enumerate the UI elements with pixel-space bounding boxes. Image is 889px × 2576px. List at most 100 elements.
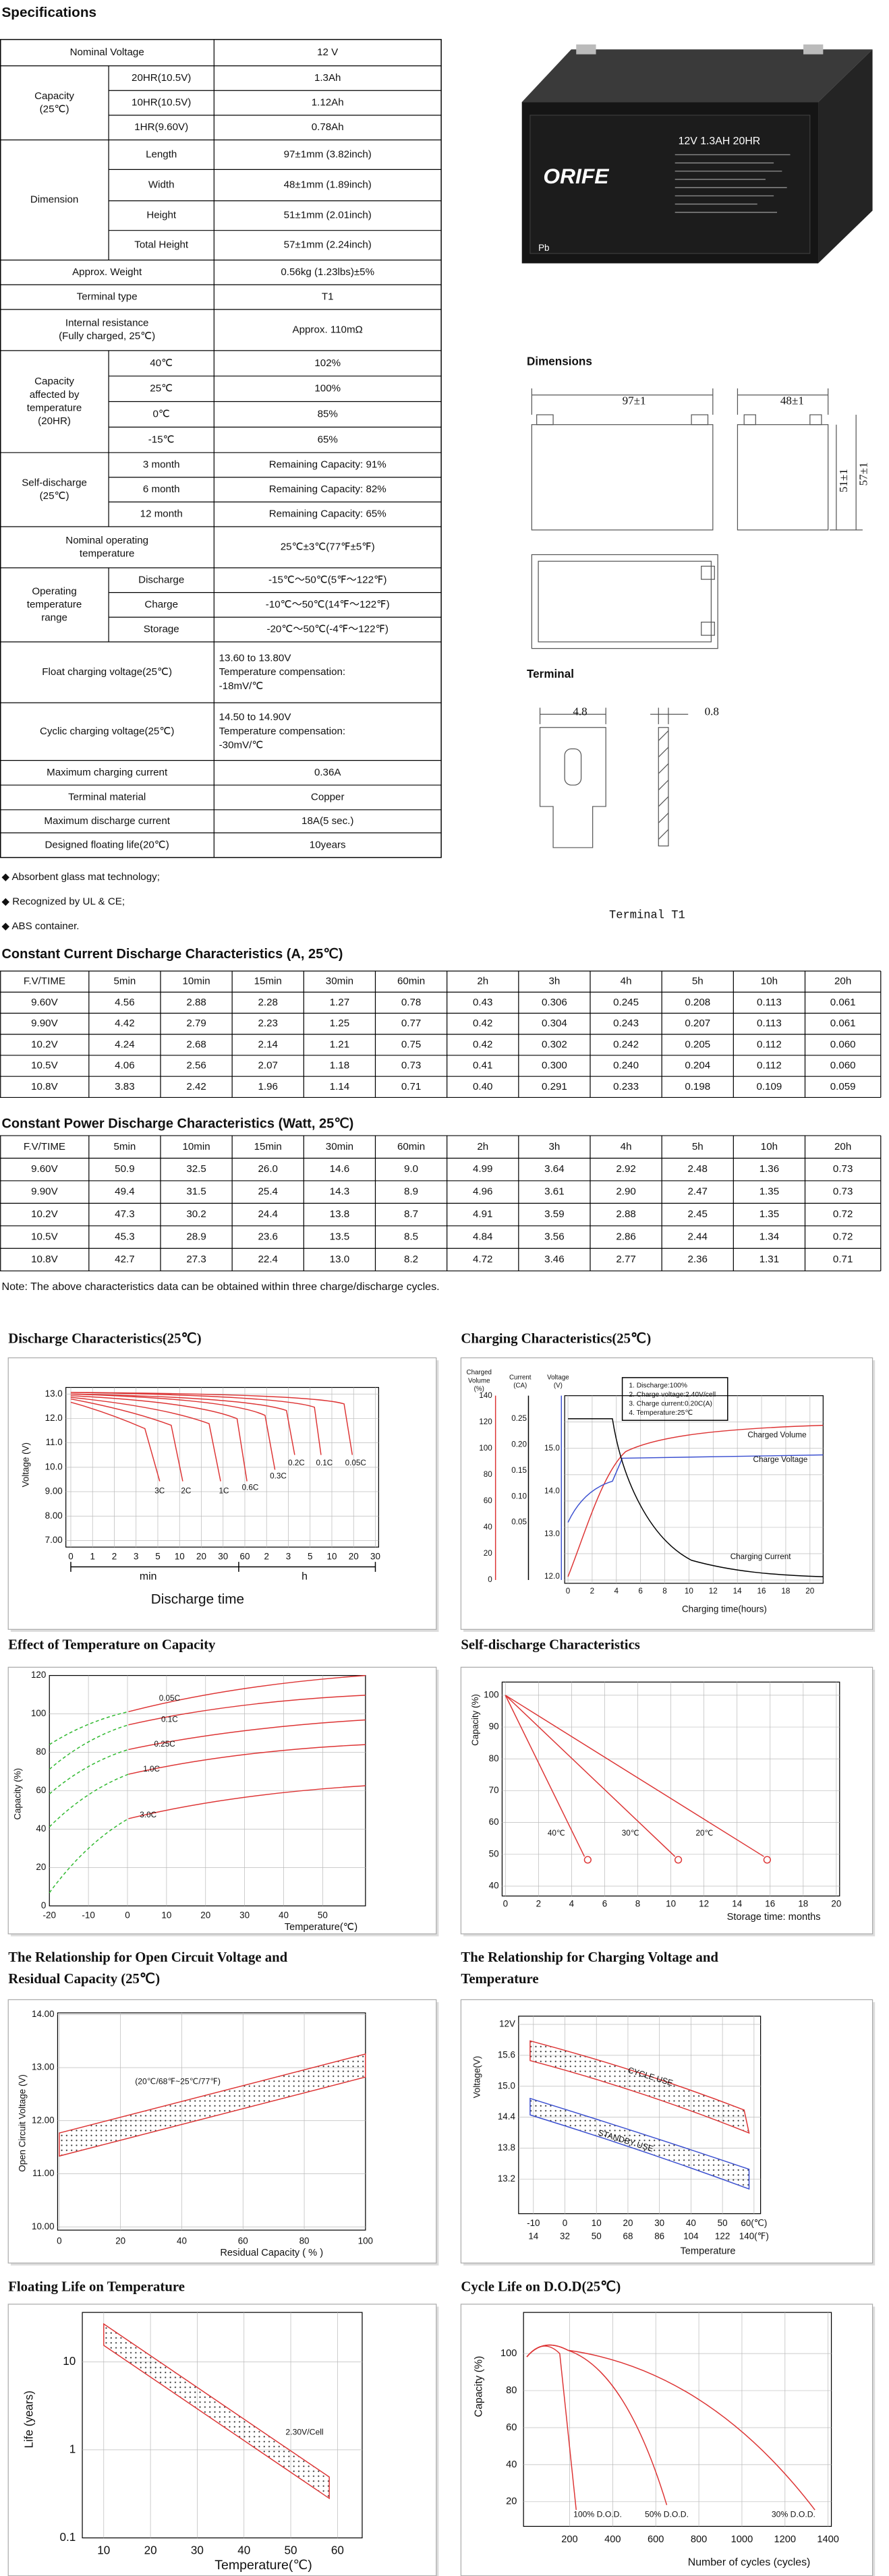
spec-value: -18mV/℃: [219, 680, 264, 692]
table-cell: 2.42: [186, 1081, 206, 1092]
x-tick-label: 14: [528, 2231, 538, 2241]
section-title: Dimensions: [527, 355, 592, 368]
table-cell: 9.60V: [31, 1163, 58, 1175]
x-tick-label: 40: [686, 2218, 696, 2228]
x-tick-label: 600: [648, 2534, 664, 2545]
section-title: Terminal: [527, 668, 574, 680]
x-tick-label: 80: [299, 2236, 310, 2246]
chart-annotation: 0.3C: [270, 1471, 287, 1480]
table-cell: 13.8: [330, 1208, 349, 1220]
y-tick-label: 80: [489, 1753, 499, 1763]
table-header: 10h: [761, 1141, 778, 1152]
spec-label: Float charging voltage(25℃): [42, 666, 172, 678]
x-tick-label: 4: [614, 1587, 619, 1596]
y-tick-label: 7.00: [45, 1535, 63, 1545]
spec-value: 100%: [314, 383, 341, 394]
x-tick-label: 20: [196, 1551, 206, 1561]
table-cell: 0.204: [685, 1060, 710, 1072]
y-tick-label: 80: [484, 1470, 493, 1479]
table-title: Constant Power Discharge Characteristics…: [1, 1116, 353, 1131]
x-axis-label: Temperature: [680, 2246, 735, 2257]
table-cell: 1.35: [759, 1186, 779, 1198]
spec-value: Temperature compensation:: [219, 666, 345, 678]
spec-value: Remaining Capacity: 65%: [269, 508, 386, 520]
table-cell: 2.48: [688, 1163, 708, 1175]
spec-label: Maximum charging current: [47, 767, 168, 778]
curve: [505, 1695, 764, 1857]
y-tick-label: 11.00: [32, 2168, 55, 2178]
table-cell: 0.300: [542, 1060, 567, 1072]
table-cell: 1.35: [759, 1208, 779, 1220]
y-tick-label: 20: [506, 2496, 517, 2507]
table-cell: 4.42: [115, 1018, 134, 1029]
chart-title: Self-discharge Characteristics: [461, 1637, 639, 1652]
y-tick-label: 0.1: [60, 2531, 76, 2544]
y-axis-label: Charged: [467, 1369, 492, 1376]
y-tick-label: 1: [69, 2442, 76, 2455]
table-cell: 0.40: [473, 1081, 492, 1092]
bullet: ◆ Recognized by UL & CE;: [1, 896, 125, 907]
chart-annotation: Charged Volume: [747, 1430, 806, 1439]
chart-annotation: 1. Discharge:100%: [629, 1382, 687, 1390]
x-tick-label: 20: [831, 1898, 841, 1908]
chart-title: Residual Capacity (25℃): [8, 1972, 160, 1987]
spec-label: Operating: [32, 585, 76, 597]
table-cell: 24.4: [258, 1208, 278, 1220]
table-cell: 0.306: [542, 997, 567, 1008]
table-cell: 0.73: [833, 1163, 853, 1175]
table-cell: 0.061: [830, 1018, 856, 1029]
spec-value: -15℃～50℃(5℉～122℉): [268, 574, 386, 585]
table-header: F.V/TIME: [24, 976, 65, 987]
curve: [70, 1392, 322, 1455]
y-tick-label: 0.15: [511, 1466, 527, 1475]
table-cell: 13.0: [330, 1254, 349, 1265]
table-cell: 2.56: [186, 1060, 206, 1072]
x-axis-label: Residual Capacity ( % ): [220, 2248, 323, 2258]
spec-sub-label: Charge: [144, 599, 178, 610]
x-tick-label: 2: [112, 1551, 117, 1561]
table-cell: 0.43: [473, 997, 492, 1008]
x-tick-label: 14: [733, 1587, 743, 1596]
x-tick-label: 5: [308, 1551, 312, 1561]
table-header: 60min: [397, 976, 425, 987]
curve: [583, 1856, 592, 1864]
table-cell: 4.24: [115, 1038, 134, 1050]
table-header: 20h: [834, 976, 851, 987]
spec-sub-label: Width: [148, 179, 175, 191]
curve: [59, 2053, 366, 2157]
table-cell: 4.96: [473, 1186, 492, 1198]
y-tick-label: 12.0: [45, 1413, 63, 1423]
table-header: 15min: [254, 976, 282, 987]
table-cell: 9.90V: [31, 1018, 58, 1029]
curve: [505, 1695, 585, 1857]
table-cell: 0.73: [833, 1186, 853, 1198]
chart-annotation: 1C: [219, 1486, 229, 1495]
x-tick-label: 18: [781, 1587, 790, 1596]
spec-value: -20℃～50℃(-4℉～122℉): [266, 624, 388, 635]
spec-label: range: [41, 612, 67, 623]
spec-value: Temperature compensation:: [219, 726, 345, 737]
curve: [568, 1418, 824, 1577]
spec-value: 0.78Ah: [312, 121, 344, 133]
spec-sub-label: 40℃: [150, 357, 173, 369]
table-cell: 0.302: [542, 1038, 567, 1050]
x-tick-label: 1400: [817, 2534, 839, 2545]
dimension-total-height: 57±1: [857, 462, 869, 486]
curve: [128, 1695, 366, 1726]
table-header: 5min: [114, 1141, 136, 1152]
table-cell: 0.113: [757, 1018, 782, 1029]
table-cell: 9.60V: [31, 997, 58, 1008]
table-cell: 0.71: [401, 1081, 421, 1092]
chart-title: Charging Characteristics(25℃): [461, 1331, 651, 1346]
y-tick-label: 10.00: [32, 2221, 55, 2231]
curve: [128, 1719, 366, 1751]
table-cell: 2.90: [616, 1186, 635, 1198]
table-header: 60min: [397, 1141, 425, 1152]
spec-value: 65%: [318, 434, 338, 445]
table-cell: 3.59: [544, 1208, 564, 1220]
y-tick-label: 60: [489, 1817, 499, 1827]
chart-title: Effect of Temperature on Capacity: [8, 1637, 216, 1652]
table-cell: 0.77: [401, 1018, 421, 1029]
table-cell: 0.112: [757, 1038, 782, 1050]
